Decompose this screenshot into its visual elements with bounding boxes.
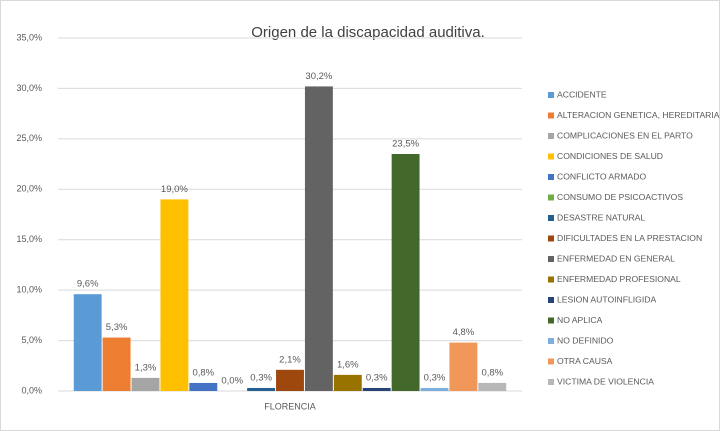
legend-label: LESION AUTOINFLIGIDA [557, 294, 656, 304]
data-label: 5,3% [106, 322, 128, 333]
bar [449, 342, 478, 391]
y-tick-label: 25,0% [16, 133, 42, 143]
legend-label: DESASTRE NATURAL [557, 212, 645, 222]
legend-swatch [548, 174, 554, 180]
bar [304, 86, 333, 391]
bar [131, 377, 160, 391]
data-label: 0,0% [221, 376, 243, 387]
bar [73, 294, 102, 391]
legend-swatch [548, 92, 554, 98]
bar [362, 387, 391, 391]
legend-label: CONFLICTO ARMADO [557, 171, 646, 181]
data-label: 0,3% [250, 372, 272, 383]
bar [333, 374, 362, 391]
legend-swatch [548, 133, 554, 139]
bar [247, 387, 276, 391]
data-label: 0,3% [366, 372, 388, 383]
legend-label: ACCIDENTE [557, 89, 607, 99]
legend-label: ENFERMEDAD EN GENERAL [557, 253, 675, 263]
legend-label: DIFICULTADES EN LA PRESTACION [557, 233, 702, 243]
y-tick-label: 10,0% [16, 285, 42, 295]
bar [420, 387, 449, 391]
data-label: 1,6% [337, 359, 359, 370]
bar [478, 382, 507, 391]
y-tick-label: 15,0% [16, 234, 42, 244]
legend-swatch [548, 338, 554, 344]
bar [391, 153, 420, 391]
legend-swatch [548, 358, 554, 365]
bar [102, 337, 131, 391]
y-tick-label: 5,0% [21, 335, 42, 345]
y-tick-label: 30,0% [16, 83, 42, 93]
bar [160, 199, 189, 391]
legend-swatch [548, 235, 554, 242]
data-label: 0,3% [424, 372, 446, 383]
data-label: 30,2% [305, 71, 332, 82]
data-label: 2,1% [279, 354, 301, 365]
data-label: 0,8% [481, 367, 503, 378]
data-label: 9,6% [77, 279, 99, 290]
legend-swatch [548, 276, 554, 283]
bar [189, 382, 218, 391]
y-tick-label: 20,0% [16, 184, 42, 194]
legend-label: ALTERACION GENETICA, HEREDITARIA [557, 110, 720, 120]
chart-title: Origen de la discapacidad auditiva. [251, 24, 484, 41]
legend-swatch [548, 215, 554, 221]
legend-label: COMPLICACIONES EN EL PARTO [557, 130, 693, 140]
legend-swatch [548, 317, 554, 324]
legend-label: CONSUMO DE PSICOACTIVOS [557, 192, 683, 202]
legend-swatch [548, 379, 554, 385]
data-label: 4,8% [453, 327, 475, 338]
legend-swatch [548, 153, 554, 160]
legend-swatch [548, 297, 554, 303]
legend-label: CONDICIONES DE SALUD [557, 151, 663, 161]
legend-label: VICTIMA DE VIOLENCIA [557, 376, 654, 386]
data-label: 1,3% [135, 362, 157, 373]
y-tick-label: 35,0% [16, 32, 42, 42]
data-label: 0,8% [192, 367, 214, 378]
y-tick-label: 0,0% [21, 385, 42, 395]
legend-label: NO DEFINIDO [557, 335, 614, 345]
data-label: 23,5% [392, 139, 419, 150]
data-label: 19,0% [161, 184, 188, 195]
legend-label: OTRA CAUSA [557, 356, 613, 366]
legend-swatch [548, 112, 554, 119]
legend-swatch [548, 194, 554, 201]
legend-swatch [548, 256, 554, 262]
bar [276, 369, 304, 391]
legend-label: NO APLICA [557, 315, 603, 325]
x-tick-label: FLORENCIA [264, 401, 316, 411]
legend-label: ENFERMEDAD PROFESIONAL [557, 274, 681, 284]
